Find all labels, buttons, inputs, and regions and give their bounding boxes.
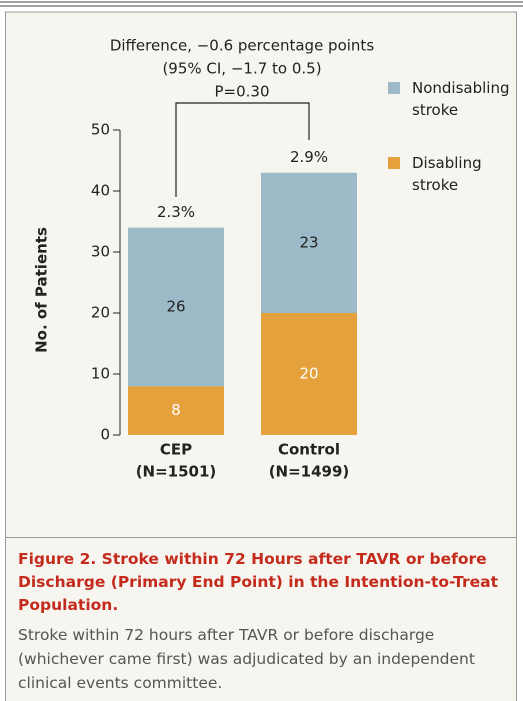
legend-label: Nondisabling stroke [412,79,514,119]
annotation: Difference, −0.6 percentage points [110,37,374,55]
data-label: 23 [299,233,318,251]
data-label: 8 [171,401,181,419]
caption-text: Stroke within 72 hours after TAVR or bef… [18,626,475,692]
legend-swatch [388,157,400,169]
x-tick-label: CEP [160,441,192,459]
y-tick-label: 30 [91,243,110,261]
figure-title: Stroke within 72 Hours after TAVR or bef… [18,550,499,614]
total-label: 2.3% [157,203,195,221]
y-tick-label: 20 [91,304,110,322]
annotation: P=0.30 [214,83,269,101]
bar-segment [261,313,357,435]
legend-swatch [388,82,400,94]
caption-title: Figure 2. Stroke within 72 Hours after T… [18,548,504,617]
bar-segment [128,386,224,435]
x-tick-label: Control [278,441,340,459]
x-tick-sublabel: (N=1501) [136,463,217,481]
annotation: (95% CI, −1.7 to 0.5) [162,60,321,78]
y-tick-label: 10 [91,365,110,383]
total-label: 2.9% [290,148,328,166]
y-tick-label: 50 [91,121,110,139]
y-tick-label: 0 [100,426,110,444]
x-tick-sublabel: (N=1499) [269,463,350,481]
bar-segment [128,227,224,387]
legend-label: Disabling stroke [412,154,486,194]
bracket [175,102,310,197]
y-axis-label: No. of Patients [33,227,51,353]
data-label: 20 [299,365,318,383]
y-tick-label: 40 [91,182,110,200]
data-label: 26 [166,297,185,315]
caption: Figure 2. Stroke within 72 Hours after T… [5,537,517,701]
bar-segment [261,172,357,313]
chart: Difference, −0.6 percentage points (95% … [0,1,523,537]
figure-label: Figure 2. [18,550,97,568]
